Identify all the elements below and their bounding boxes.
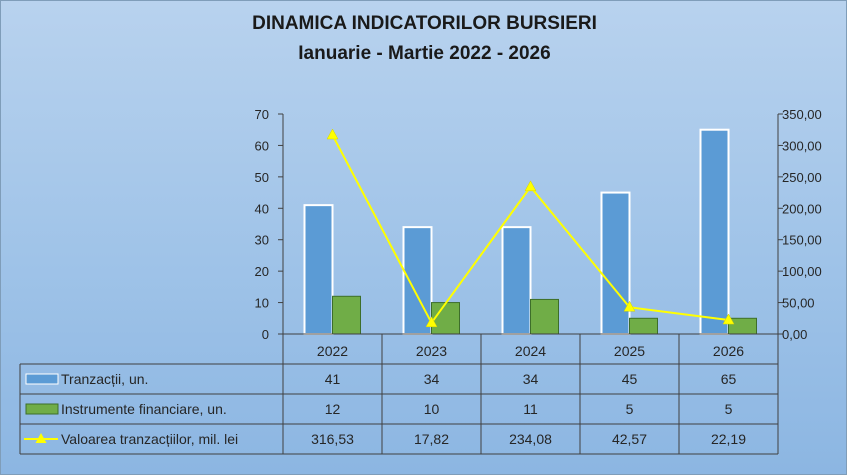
- bar-instrumente: [332, 295, 361, 335]
- legend-label: Valoarea tranzacțiilor, mil. lei: [61, 431, 238, 447]
- line-marker: [425, 316, 438, 328]
- x-tick-label: 2026: [713, 343, 744, 359]
- y-left-tick-label: 50: [255, 170, 269, 185]
- bar-tranzactii: [699, 128, 730, 335]
- legend-key: [25, 373, 59, 385]
- y-left-tick-label: 40: [255, 201, 269, 216]
- y-right-tick-label: 300,00: [782, 138, 822, 153]
- legend-key: [25, 403, 59, 415]
- y-right-tick-label: 350,00: [782, 107, 822, 122]
- chart-title: DINAMICA INDICATORILOR BURSIERI: [252, 13, 597, 34]
- bar-tranzactii: [402, 226, 433, 335]
- y-right-tick-label: 100,00: [782, 264, 822, 279]
- chart-subtitle: Ianuarie - Martie 2022 - 2026: [298, 43, 551, 64]
- y-right-tick-label: 50,00: [782, 296, 815, 311]
- data-label: 316,53: [311, 431, 354, 447]
- data-label: 10: [424, 401, 440, 417]
- y-left-tick-label: 60: [255, 138, 269, 153]
- y-left-tick-label: 30: [255, 233, 269, 248]
- line-marker: [326, 128, 339, 140]
- data-label: 45: [622, 371, 638, 387]
- bar-instrumente: [530, 298, 559, 335]
- x-tick-label: 2023: [416, 343, 447, 359]
- y-left-tick-label: 0: [262, 327, 269, 342]
- y-left-tick-label: 20: [255, 264, 269, 279]
- bar-tranzactii: [600, 191, 631, 335]
- bar-tranzactii: [501, 226, 532, 335]
- y-right-tick-label: 250,00: [782, 170, 822, 185]
- data-label: 41: [325, 371, 341, 387]
- y-right-tick-label: 200,00: [782, 201, 822, 216]
- data-label: 42,57: [612, 431, 647, 447]
- data-label: 5: [626, 401, 634, 417]
- data-label: 22,19: [711, 431, 746, 447]
- data-label: 234,08: [509, 431, 552, 447]
- x-tick-label: 2022: [317, 343, 348, 359]
- data-label: 34: [424, 371, 440, 387]
- legend-label: Tranzacții, un.: [61, 371, 148, 387]
- x-tick-label: 2024: [515, 343, 546, 359]
- y-left-tick-label: 70: [255, 107, 269, 122]
- bar-instrumente: [629, 317, 658, 335]
- legend-key-marker: [35, 433, 47, 443]
- line-marker: [623, 300, 636, 312]
- y-right-tick-label: 0,00: [782, 327, 807, 342]
- legend-label: Instrumente financiare, un.: [61, 401, 227, 417]
- data-label: 5: [725, 401, 733, 417]
- bar-instrumente: [728, 317, 757, 335]
- data-label: 65: [721, 371, 737, 387]
- data-label: 34: [523, 371, 539, 387]
- line-marker: [524, 180, 537, 192]
- x-tick-label: 2025: [614, 343, 645, 359]
- data-label: 12: [325, 401, 341, 417]
- data-label: 11: [523, 401, 538, 417]
- y-right-tick-label: 150,00: [782, 233, 822, 248]
- bar-tranzactii: [303, 204, 334, 335]
- y-left-tick-label: 10: [255, 296, 269, 311]
- line-marker: [722, 313, 735, 325]
- data-label: 17,82: [414, 431, 449, 447]
